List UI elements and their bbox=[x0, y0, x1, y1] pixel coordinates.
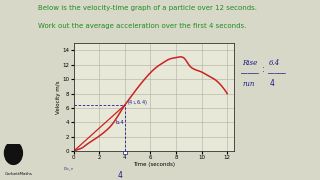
Text: Below is the velocity-time graph of a particle over 12 seconds.: Below is the velocity-time graph of a pa… bbox=[38, 5, 257, 11]
Text: run: run bbox=[242, 80, 255, 88]
Text: ─────: ───── bbox=[240, 72, 259, 77]
Text: $0_{(s_2\, s^1}$: $0_{(s_2\, s^1}$ bbox=[63, 166, 75, 174]
X-axis label: Time (seconds): Time (seconds) bbox=[132, 162, 175, 167]
Text: ─────: ───── bbox=[267, 72, 286, 77]
Text: Work out the average acceleration over the first 4 seconds.: Work out the average acceleration over t… bbox=[38, 23, 247, 29]
Text: Rise: Rise bbox=[242, 59, 258, 67]
Text: CorbettMaths: CorbettMaths bbox=[4, 172, 32, 176]
Text: b.4: b.4 bbox=[116, 120, 124, 125]
Y-axis label: Velocity m/s: Velocity m/s bbox=[56, 80, 61, 114]
Circle shape bbox=[4, 142, 22, 164]
Text: $(4_1, 6.4)$: $(4_1, 6.4)$ bbox=[127, 98, 148, 107]
Text: :: : bbox=[262, 65, 265, 74]
Text: 6.4: 6.4 bbox=[269, 59, 280, 67]
Text: $\mathit{4}$: $\mathit{4}$ bbox=[117, 169, 124, 180]
Bar bbox=[123, 151, 127, 154]
Text: $\mathit{4}$: $\mathit{4}$ bbox=[269, 77, 275, 88]
